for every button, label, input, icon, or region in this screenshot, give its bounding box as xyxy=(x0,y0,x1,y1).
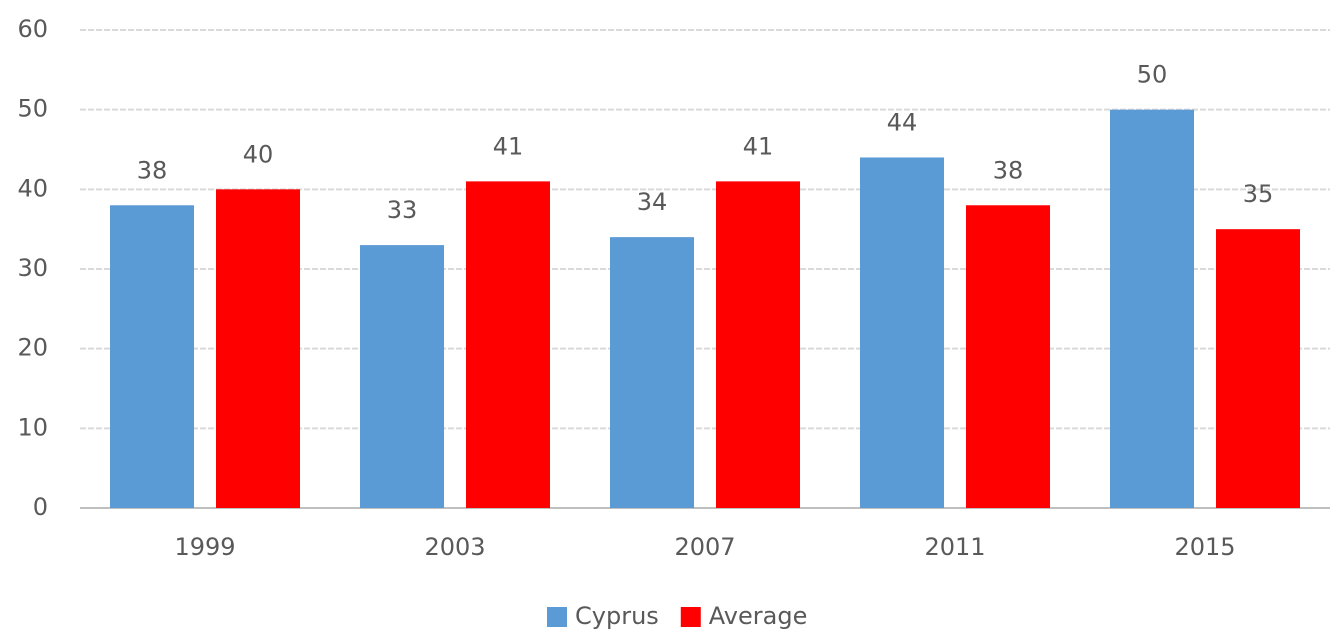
x-tick-label: 1999 xyxy=(174,533,235,561)
y-tick-label: 30 xyxy=(17,254,48,282)
bar xyxy=(716,181,800,508)
y-tick-label: 40 xyxy=(17,174,48,202)
legend-label: Average xyxy=(709,602,808,630)
data-label: 34 xyxy=(637,188,668,216)
x-tick-label: 2011 xyxy=(924,533,985,561)
bar xyxy=(110,205,194,508)
y-tick-label: 20 xyxy=(17,334,48,362)
bar xyxy=(1110,109,1194,509)
bar xyxy=(610,237,694,508)
y-tick-label: 0 xyxy=(33,493,48,521)
bar xyxy=(1216,229,1300,508)
bar xyxy=(360,245,444,508)
bar xyxy=(216,189,300,509)
x-tick-label: 2015 xyxy=(1174,533,1235,561)
y-tick-label: 60 xyxy=(17,15,48,43)
legend-swatch xyxy=(547,607,567,627)
x-tick-label: 2003 xyxy=(424,533,485,561)
data-label: 33 xyxy=(387,196,418,224)
y-tick-label: 50 xyxy=(17,95,48,123)
legend-swatch xyxy=(680,607,701,627)
data-label: 38 xyxy=(137,156,168,184)
y-tick-label: 10 xyxy=(17,413,48,441)
x-tick-label: 2007 xyxy=(674,533,735,561)
data-label: 35 xyxy=(1243,180,1274,208)
bar xyxy=(860,157,944,508)
data-label: 40 xyxy=(243,140,274,168)
legend-label: Cyprus xyxy=(575,602,659,630)
data-label: 50 xyxy=(1137,61,1168,89)
bar xyxy=(466,181,550,508)
data-label: 44 xyxy=(887,108,918,136)
data-label: 41 xyxy=(493,132,524,160)
bar xyxy=(966,205,1050,508)
data-label: 38 xyxy=(993,156,1024,184)
data-label: 41 xyxy=(743,132,774,160)
